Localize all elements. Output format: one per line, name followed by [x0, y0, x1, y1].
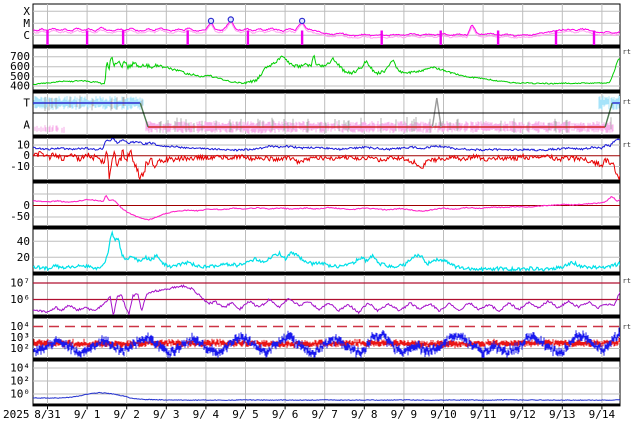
flare-marker	[227, 16, 234, 23]
panel-separator	[32, 45, 621, 48]
y-axis-label-proton-flux: 10²	[10, 375, 30, 388]
panel-frame	[32, 360, 621, 405]
panel-proton-flux	[32, 360, 621, 405]
panel-separator	[32, 404, 621, 407]
realtime-label: rt	[623, 141, 631, 149]
y-axis-label-xray-flux: M	[23, 17, 30, 30]
panel-separator	[32, 315, 621, 318]
y-axis-label-proton-flux: 10⁴	[10, 362, 30, 375]
count-rate-blue	[33, 327, 620, 358]
y-axis-label-solar-wind-density: 40	[17, 235, 30, 248]
y-axis-label-proton-flux: 10⁰	[10, 388, 30, 401]
panel-geomagnetic-index	[32, 182, 621, 227]
bz	[33, 149, 620, 180]
panel-particle-counts	[32, 317, 621, 359]
x-tick-label: 9/ 1	[74, 408, 101, 421]
flare-marker	[298, 17, 306, 25]
x-tick-label: 9/ 4	[193, 408, 220, 421]
y-axis-label-geomagnetic-index: -50	[10, 210, 30, 223]
event-bar	[121, 30, 125, 45]
year-label: 2025	[3, 408, 30, 421]
x-tick-label: 9/ 8	[351, 408, 378, 421]
y-axis-label-imf-b: -10	[10, 160, 30, 173]
y-axis-label-imf-b: 10	[17, 139, 30, 152]
panel-frame	[32, 47, 621, 91]
x-tick-label: 9/ 5	[232, 408, 259, 421]
event-bar	[85, 30, 89, 45]
panel-separator	[32, 90, 621, 93]
event-bar	[439, 30, 442, 45]
x-tick-label: 9/11	[470, 408, 497, 421]
panel-separator	[32, 226, 621, 229]
y-axis-label-solar-wind-speed: 500	[10, 70, 30, 83]
xray-secondary-channel	[33, 21, 620, 39]
x-tick-label: 9/ 2	[113, 408, 140, 421]
panel-imf-b	[32, 137, 621, 181]
flare-marker	[207, 17, 215, 25]
y-axis-label-electron-flux: 10⁷	[10, 277, 30, 290]
panel-frame	[32, 182, 621, 227]
x-tick-label: 9/ 7	[311, 408, 338, 421]
event-bar	[186, 30, 189, 45]
panel-separator	[32, 272, 621, 275]
speed	[33, 54, 620, 86]
x-tick-label: 9/12	[509, 408, 536, 421]
panel-electron-flux	[32, 274, 621, 316]
sector-segment	[139, 102, 149, 128]
x-tick-label: 9/ 3	[153, 408, 180, 421]
realtime-label: rt	[623, 48, 631, 56]
density	[33, 230, 620, 272]
y-axis-label-particle-counts: 10⁴	[10, 320, 30, 333]
panel-separator	[32, 135, 621, 138]
dst	[33, 194, 620, 221]
realtime-label: rt	[623, 98, 631, 106]
x-tick-label: 9/ 9	[391, 408, 418, 421]
panel-imf-sector	[32, 92, 621, 136]
xray-long-channel	[33, 18, 620, 38]
realtime-label: rt	[623, 323, 631, 331]
noise-band	[245, 127, 264, 134]
event-bar	[300, 30, 304, 45]
panel-solar-wind-density	[32, 228, 621, 273]
y-axis-label-geomagnetic-index: 0	[23, 199, 30, 212]
panel-separator	[32, 180, 621, 183]
event-bar	[380, 30, 383, 45]
event-bar	[554, 30, 558, 45]
event-bar	[46, 30, 49, 45]
y-axis-label-imf-sector: A	[23, 119, 30, 132]
event-bar	[592, 30, 596, 45]
y-axis-label-solar-wind-speed: 700	[10, 50, 30, 63]
x-tick-label: 9/13	[549, 408, 576, 421]
y-axis-label-electron-flux: 10⁶	[10, 293, 30, 306]
event-bar	[246, 30, 250, 45]
sector-segment	[604, 102, 613, 128]
x-tick-label: 9/ 6	[272, 408, 299, 421]
panel-separator	[32, 358, 621, 361]
x-tick-label: 9/14	[589, 408, 616, 421]
x-tick-label: 8/31	[34, 408, 61, 421]
y-axis-label-solar-wind-speed: 600	[10, 60, 30, 73]
electron	[33, 284, 620, 315]
noise-band	[34, 125, 65, 133]
y-axis-label-solar-wind-density: 20	[17, 251, 30, 264]
y-axis-label-imf-b: 0	[23, 149, 30, 162]
event-bar	[496, 30, 500, 45]
y-axis-label-particle-counts: 10³	[10, 331, 30, 344]
x-tick-label: 9/10	[430, 408, 457, 421]
panel-frame	[32, 3, 621, 46]
panel-solar-wind-speed	[32, 47, 621, 91]
proton	[33, 391, 620, 401]
panel-xray-flux	[32, 3, 621, 46]
realtime-label: rt	[623, 277, 631, 285]
y-axis-label-particle-counts: 10²	[10, 342, 30, 355]
y-axis-label-xray-flux: X	[23, 5, 30, 18]
y-axis-label-imf-sector: T	[23, 97, 30, 110]
y-axis-label-solar-wind-speed: 400	[10, 80, 30, 93]
y-axis-label-xray-flux: C	[23, 29, 30, 42]
b-total	[33, 138, 620, 152]
